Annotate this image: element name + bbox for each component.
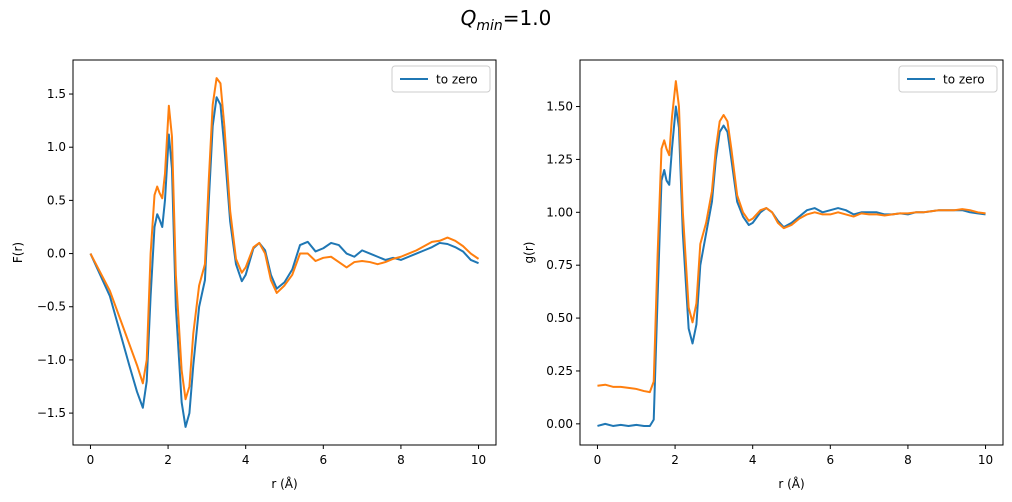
gr-series-line-1 xyxy=(597,105,986,427)
gr-panel: 0 2 4 6 8 10 0.00 0.25 0.50 0.75 1.00 1.25 1.50 r (Å)… xyxy=(522,59,1004,491)
gr-x-axis-label: r (Å) xyxy=(778,476,804,491)
fr-y-tick-label: −1.0 xyxy=(37,353,66,367)
fr-panel: 0 2 4 6 8 10 −1.5 −1.0 −0.5 0.0 0.5 1.0 1.5 r (Å) F(r)… xyxy=(11,59,497,491)
fr-legend: to zero xyxy=(391,65,491,93)
fr-y-axis-label: F(r) xyxy=(11,242,25,263)
gr-y-axis-label: g(r) xyxy=(522,242,536,264)
gr-plot-area xyxy=(597,80,986,427)
fr-y-tick-label: −1.5 xyxy=(37,406,66,420)
fr-x-tick-label: 4 xyxy=(242,453,250,467)
gr-legend-box xyxy=(898,65,998,93)
fr-x-tick-label: 10 xyxy=(471,453,486,467)
gr-y-tick-label: 1.00 xyxy=(546,205,573,219)
fr-y-tick-label: −0.5 xyxy=(37,300,66,314)
fr-x-tick-label: 2 xyxy=(164,453,172,467)
fr-y-tick-label: 1.5 xyxy=(47,87,66,101)
gr-y-tick-label: 0.75 xyxy=(546,258,573,272)
gr-y-tick-label: 1.50 xyxy=(546,100,573,114)
fr-y-tick-label: 0.5 xyxy=(47,193,66,207)
fr-x-tick-label: 8 xyxy=(397,453,405,467)
title-value: =1.0 xyxy=(502,6,552,30)
gr-x-tick-label: 8 xyxy=(904,453,912,467)
gr-x-tick-label: 6 xyxy=(826,453,834,467)
fr-axes-frame xyxy=(72,59,497,446)
title-subscript: min xyxy=(476,18,503,34)
fr-y-tick-label: 0.0 xyxy=(47,247,66,261)
gr-x-tick-label: 10 xyxy=(978,453,993,467)
fr-x-tick-label: 6 xyxy=(319,453,327,467)
fr-x-tick-label: 0 xyxy=(87,453,95,467)
gr-legend-label: to zero xyxy=(943,73,985,87)
figure-title: Qmin=1.0 xyxy=(0,6,1012,34)
gr-axes-frame xyxy=(579,59,1004,446)
fr-series-line-1 xyxy=(89,96,479,428)
gr-y-tick-label: 1.25 xyxy=(546,152,573,166)
title-variable: Q xyxy=(460,6,477,30)
gr-x-tick-label: 2 xyxy=(671,453,679,467)
fr-legend-label: to zero xyxy=(436,73,478,87)
fr-legend-box xyxy=(391,65,491,93)
gr-x-tick-label: 4 xyxy=(749,453,757,467)
fr-plot-area xyxy=(89,77,480,428)
gr-y-tick-label: 0.00 xyxy=(546,417,573,431)
gr-y-tick-label: 0.25 xyxy=(546,364,573,378)
fr-series-line-2 xyxy=(89,77,480,401)
gr-series-line-2 xyxy=(597,80,986,394)
gr-x-tick-label: 0 xyxy=(594,453,602,467)
fr-x-axis-label: r (Å) xyxy=(271,476,297,491)
gr-y-tick-label: 0.50 xyxy=(546,311,573,325)
gr-legend: to zero xyxy=(898,65,998,93)
fr-y-tick-label: 1.0 xyxy=(47,140,66,154)
